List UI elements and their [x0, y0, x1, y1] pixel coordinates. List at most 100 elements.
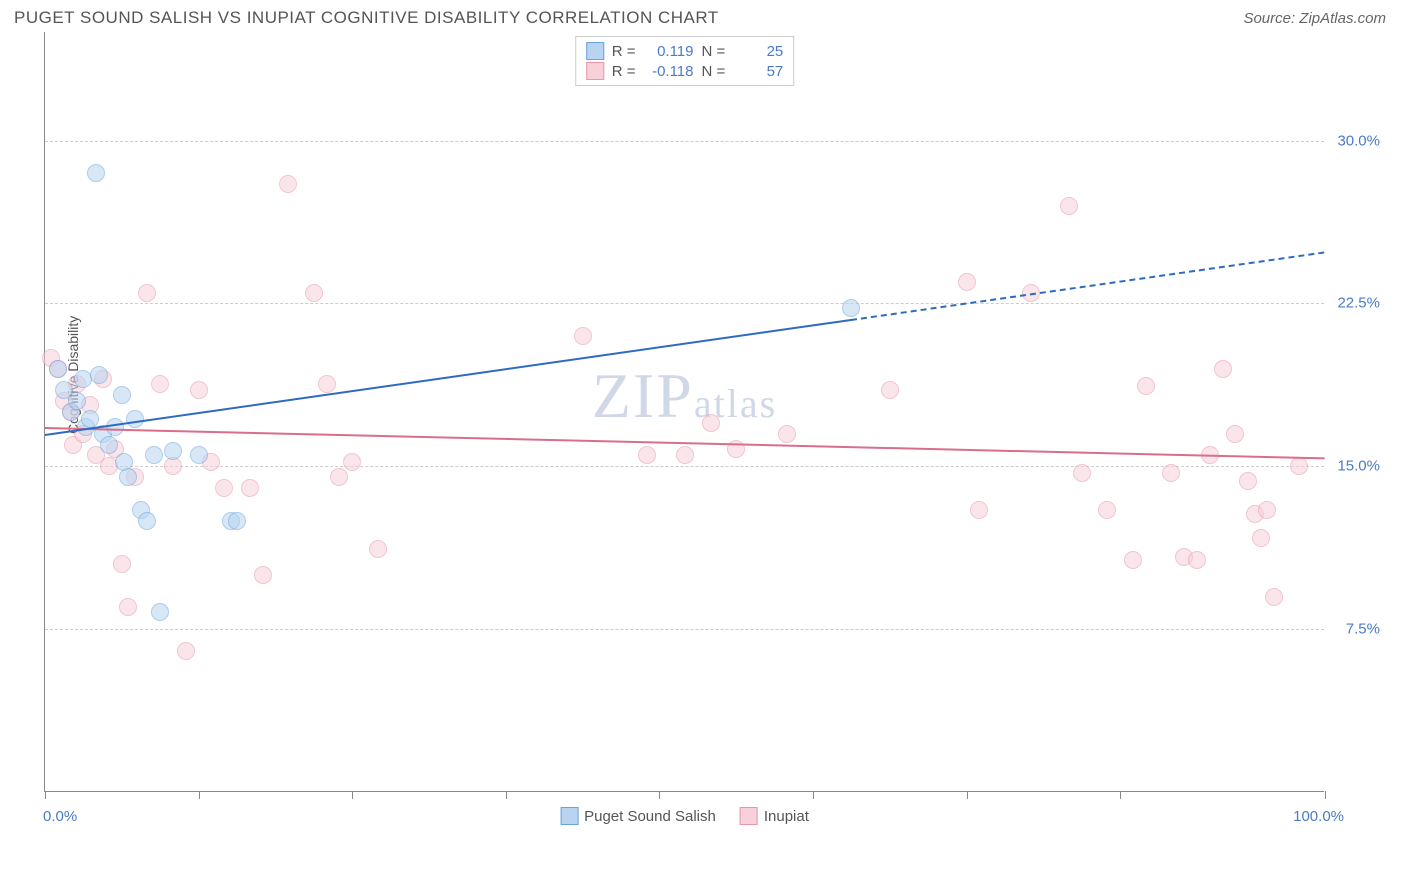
data-point-inupiat [1290, 457, 1308, 475]
x-tick [1325, 791, 1326, 799]
swatch-series2 [586, 62, 604, 80]
data-point-salish [68, 392, 86, 410]
data-point-inupiat [190, 381, 208, 399]
data-point-salish [228, 512, 246, 530]
data-point-salish [81, 410, 99, 428]
chart-header: PUGET SOUND SALISH VS INUPIAT COGNITIVE … [0, 0, 1406, 32]
data-point-inupiat [1073, 464, 1091, 482]
data-point-salish [87, 164, 105, 182]
x-max-label: 100.0% [1293, 808, 1344, 825]
x-tick [813, 791, 814, 799]
data-point-inupiat [881, 381, 899, 399]
stats-row-series1: R = 0.119 N = 25 [586, 41, 784, 61]
data-point-inupiat [1252, 529, 1270, 547]
data-point-inupiat [330, 468, 348, 486]
x-tick [45, 791, 46, 799]
x-tick [1120, 791, 1121, 799]
gridline [45, 466, 1324, 467]
data-point-inupiat [1214, 360, 1232, 378]
data-point-salish [145, 446, 163, 464]
gridline [45, 303, 1324, 304]
r-label: R = [612, 63, 636, 80]
data-point-salish [190, 446, 208, 464]
data-point-inupiat [279, 175, 297, 193]
data-point-salish [151, 603, 169, 621]
data-point-inupiat [1060, 197, 1078, 215]
data-point-inupiat [138, 284, 156, 302]
data-point-salish [138, 512, 156, 530]
data-point-inupiat [318, 375, 336, 393]
data-point-salish [113, 386, 131, 404]
y-tick-label: 30.0% [1337, 132, 1380, 149]
legend-label: Inupiat [764, 808, 809, 825]
source-attribution: Source: ZipAtlas.com [1243, 10, 1386, 27]
data-point-salish [49, 360, 67, 378]
r-label: R = [612, 43, 636, 60]
data-point-inupiat [778, 425, 796, 443]
data-point-inupiat [119, 598, 137, 616]
data-point-inupiat [241, 479, 259, 497]
data-point-salish [106, 418, 124, 436]
data-point-inupiat [254, 566, 272, 584]
n-label: N = [702, 63, 726, 80]
data-point-inupiat [343, 453, 361, 471]
data-point-inupiat [1226, 425, 1244, 443]
data-point-inupiat [369, 540, 387, 558]
x-tick [659, 791, 660, 799]
data-point-inupiat [970, 501, 988, 519]
data-point-salish [842, 299, 860, 317]
data-point-inupiat [702, 414, 720, 432]
y-tick-label: 22.5% [1337, 295, 1380, 312]
data-point-salish [119, 468, 137, 486]
data-point-salish [126, 410, 144, 428]
gridline [45, 629, 1324, 630]
chart-title: PUGET SOUND SALISH VS INUPIAT COGNITIVE … [14, 8, 719, 28]
legend-item-series1: Puget Sound Salish [560, 807, 716, 825]
gridline [45, 141, 1324, 142]
plot-area: ZIPatlas R = 0.119 N = 25 R = -0.118 N =… [44, 32, 1324, 792]
data-point-inupiat [1098, 501, 1116, 519]
data-point-inupiat [958, 273, 976, 291]
trend-line-salish-extrapolated [851, 251, 1325, 321]
data-point-inupiat [151, 375, 169, 393]
data-point-inupiat [177, 642, 195, 660]
r-value: 0.119 [644, 43, 694, 60]
n-value: 57 [733, 63, 783, 80]
legend-item-series2: Inupiat [740, 807, 809, 825]
y-tick-label: 7.5% [1346, 621, 1380, 638]
swatch-series1 [586, 42, 604, 60]
n-label: N = [702, 43, 726, 60]
data-point-inupiat [676, 446, 694, 464]
y-tick-label: 15.0% [1337, 458, 1380, 475]
data-point-inupiat [574, 327, 592, 345]
series-legend: Puget Sound Salish Inupiat [560, 807, 809, 825]
data-point-inupiat [1258, 501, 1276, 519]
data-point-inupiat [113, 555, 131, 573]
data-point-inupiat [1124, 551, 1142, 569]
x-min-label: 0.0% [43, 808, 77, 825]
data-point-inupiat [305, 284, 323, 302]
legend-label: Puget Sound Salish [584, 808, 716, 825]
stats-legend: R = 0.119 N = 25 R = -0.118 N = 57 [575, 36, 795, 86]
data-point-inupiat [1188, 551, 1206, 569]
data-point-salish [164, 442, 182, 460]
chart-container: Cognitive Disability ZIPatlas R = 0.119 … [44, 32, 1354, 820]
data-point-salish [100, 436, 118, 454]
watermark-text: ZIPatlas [592, 359, 777, 433]
data-point-inupiat [1162, 464, 1180, 482]
x-tick [352, 791, 353, 799]
data-point-inupiat [215, 479, 233, 497]
x-tick [967, 791, 968, 799]
data-point-inupiat [1265, 588, 1283, 606]
x-tick [506, 791, 507, 799]
data-point-inupiat [638, 446, 656, 464]
stats-row-series2: R = -0.118 N = 57 [586, 61, 784, 81]
data-point-inupiat [1239, 472, 1257, 490]
r-value: -0.118 [644, 63, 694, 80]
swatch-series1 [560, 807, 578, 825]
data-point-salish [90, 366, 108, 384]
x-tick [199, 791, 200, 799]
n-value: 25 [733, 43, 783, 60]
data-point-inupiat [1137, 377, 1155, 395]
swatch-series2 [740, 807, 758, 825]
